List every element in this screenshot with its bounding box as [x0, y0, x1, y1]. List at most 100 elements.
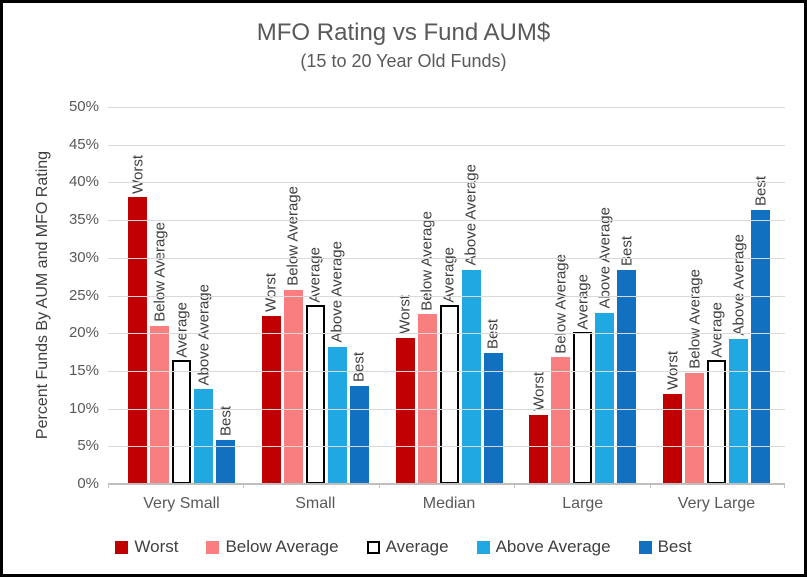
bar-worst: Worst	[261, 273, 281, 484]
bar-label-best: Best	[350, 351, 368, 382]
y-tick-label: 40%	[68, 173, 99, 191]
x-category-label: Large	[562, 495, 604, 512]
bar-label-below-average: Below Average	[151, 221, 168, 322]
bar-label-above-average: Above Average	[328, 241, 346, 343]
y-tick-label: 10%	[68, 399, 99, 417]
bar-below-average: Below Average	[283, 186, 303, 484]
bar-average: Average	[305, 247, 325, 484]
gridline	[108, 333, 785, 335]
bar-below-average: Below Average	[685, 269, 704, 484]
bar-below-average: Below Average	[551, 254, 571, 484]
y-tick-label: 0%	[77, 475, 99, 492]
y-tick-label: 45%	[68, 135, 99, 153]
legend-label: Worst	[134, 537, 179, 556]
legend-label: Below Average	[225, 537, 339, 556]
x-category-label: Small	[295, 495, 336, 512]
y-tick-label: 15%	[68, 361, 99, 379]
bar-below-average: Below Average	[417, 211, 437, 484]
legend-label: Average	[385, 537, 449, 556]
bar-label-best: Best	[752, 175, 769, 206]
legend-swatch-worst	[115, 540, 129, 554]
gridline	[108, 182, 785, 184]
legend-swatch-average	[366, 540, 380, 554]
bar-label-worst: Worst	[262, 272, 280, 312]
bar-label-worst: Worst	[129, 154, 146, 194]
legend: Worst Below Average Average Above Average Be…	[3, 537, 804, 557]
bar-label-average: Average	[574, 274, 592, 330]
bar-group-very-small: Worst Below Average Average Above Average Be…	[128, 155, 235, 484]
x-category-label: Very Small	[143, 495, 220, 512]
x-category-label: Median	[422, 495, 476, 512]
x-axis-tick-mark	[378, 484, 380, 488]
gridline	[108, 370, 785, 372]
bar-best: Best	[349, 352, 369, 484]
gridline	[108, 295, 785, 297]
bar-above-average: Above Average	[461, 164, 481, 484]
y-tick-label: 20%	[68, 324, 99, 342]
bar-group-small: Worst Below Average Average Above Average Be…	[261, 186, 369, 484]
y-tick-label: 25%	[68, 286, 99, 304]
chart-subtitle: (15 to 20 Year Old Funds)	[300, 51, 507, 71]
bar-above-average: Above Average	[194, 284, 213, 484]
legend-item-worst: Worst	[115, 537, 178, 557]
bar-average: Average	[573, 274, 593, 484]
bar-label-average: Average	[306, 246, 324, 303]
bar-worst: Worst	[395, 295, 415, 484]
x-category-label: Very Large	[677, 495, 756, 512]
gridline	[108, 220, 785, 222]
y-tick-label: 5%	[77, 437, 99, 455]
x-axis-category-labels: Very Small Small Median Large Very Large	[108, 495, 785, 513]
bar-label-below-average: Below Average	[552, 253, 570, 354]
legend-swatch-above-average	[476, 540, 490, 554]
bar-label-average: Average	[708, 301, 725, 358]
x-axis-line	[108, 483, 785, 485]
chart-title: MFO Rating vs Fund AUM$	[256, 19, 551, 46]
bar-average: Average	[439, 247, 459, 484]
y-tick-label: 50%	[68, 98, 99, 115]
y-tick-label: 30%	[68, 248, 99, 266]
bar-above-average: Above Average	[327, 241, 347, 484]
x-axis-tick-mark	[514, 484, 516, 488]
bar-label-average: Average	[440, 246, 458, 303]
plot-area: Worst Below Average Average Above Average Be…	[108, 107, 785, 488]
bar-best: Best	[617, 236, 637, 484]
bar-worst: Worst	[663, 351, 682, 484]
bar-group-large: Worst Below Average Average Above Average Be…	[529, 207, 637, 484]
bar-label-below-average: Below Average	[686, 269, 703, 370]
y-axis-tick-labels: 50% 45% 40% 35% 30% 25% 20% 15% 10% 5% 0%	[55, 98, 99, 492]
bar-label-worst: Worst	[530, 371, 548, 411]
bar-label-worst: Worst	[396, 294, 414, 334]
y-axis-title: Percent Funds By AUM and MFO Rating	[34, 150, 51, 440]
x-axis-tick-mark	[243, 484, 245, 488]
legend-item-above-average: Above Average	[476, 537, 611, 557]
gridline	[108, 408, 785, 410]
bar-average: Average	[707, 302, 726, 484]
bar-above-average: Above Average	[595, 207, 615, 484]
gridline	[108, 257, 785, 259]
bar-label-best: Best	[217, 405, 234, 436]
legend-item-average: Average	[366, 537, 449, 557]
bar-worst: Worst	[529, 372, 549, 484]
bar-label-above-average: Above Average	[730, 233, 747, 336]
x-axis-tick-mark	[108, 484, 109, 488]
bar-best: Best	[751, 176, 770, 484]
bar-label-best: Best	[618, 235, 636, 266]
bar-best: Best	[216, 406, 235, 484]
bar-label-below-average: Below Average	[284, 186, 302, 287]
legend-label: Best	[657, 537, 692, 556]
bar-average: Average	[172, 302, 191, 484]
bar-label-average: Average	[173, 301, 190, 358]
legend-swatch-best	[638, 540, 652, 554]
bar-above-average: Above Average	[729, 234, 748, 484]
x-axis-tick-mark	[784, 484, 785, 488]
gridline	[108, 107, 785, 108]
bar-label-above-average: Above Average	[462, 164, 480, 266]
gridline	[108, 446, 785, 448]
legend-item-best: Best	[638, 537, 692, 557]
x-axis-tick-mark	[649, 484, 651, 488]
y-tick-label: 35%	[68, 211, 99, 229]
bar-groups: Worst Below Average Average Above Average Be…	[108, 107, 785, 484]
